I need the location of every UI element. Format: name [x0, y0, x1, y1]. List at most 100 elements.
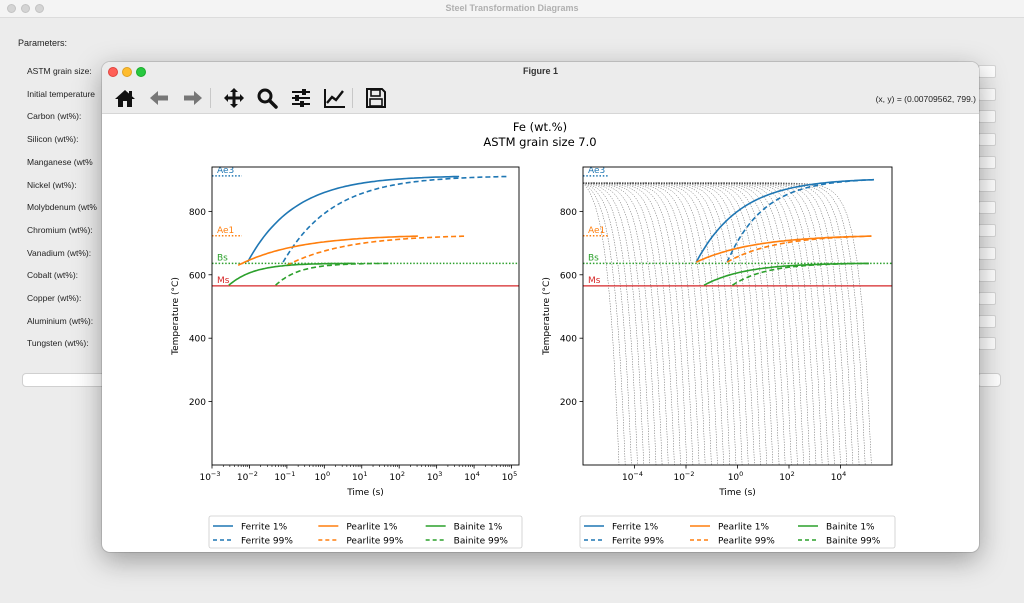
cooling-curve	[583, 182, 761, 465]
zoom-button[interactable]	[254, 86, 280, 110]
parameter-input[interactable]	[978, 133, 996, 147]
legend	[579, 515, 896, 549]
forward-button[interactable]	[180, 86, 206, 110]
parameter-label: Vanadium (wt%):	[27, 247, 92, 258]
cooling-curve	[583, 182, 743, 465]
reference-label-ae1: Ae1	[588, 226, 605, 236]
app-titlebar: Steel Transformation Diagrams	[0, 0, 1024, 18]
parameter-label: Initial temperature	[27, 88, 96, 99]
cooling-curve	[583, 182, 620, 465]
curve-bainite-1-	[228, 262, 355, 286]
reference-label-bs: Bs	[588, 253, 599, 263]
curve-ferrite-99-	[282, 175, 508, 263]
back-button[interactable]	[146, 86, 172, 110]
cooling-curve	[583, 182, 798, 465]
curve-bainite-1-	[703, 262, 869, 286]
parameter-label: ASTM grain size:	[27, 66, 92, 76]
configure-subplots-button[interactable]	[288, 86, 314, 110]
cooling-curve	[583, 182, 780, 465]
edit-axis-icon	[324, 89, 345, 108]
x-tick-label: 100	[728, 470, 744, 483]
x-tick-label: 10−1	[274, 470, 295, 483]
parameter-label: Copper (wt%):	[27, 293, 82, 303]
legend-label: Pearlite 99%	[718, 537, 775, 547]
x-tick-label: 102	[779, 470, 795, 483]
zoom-window-icon[interactable]	[136, 67, 146, 77]
reference-label-ms: Ms	[588, 276, 601, 286]
curve-pearlite-99-	[726, 235, 872, 263]
configure-subplots-icon	[292, 89, 310, 107]
x-tick-label: 101	[352, 470, 368, 483]
toolbar-separator	[352, 88, 353, 108]
x-tick-label: 10−4	[622, 470, 643, 483]
cooling-curve	[583, 182, 663, 465]
curve-ferrite-99-	[726, 178, 875, 263]
curve-ferrite-1-	[695, 178, 875, 263]
x-tick-label: 10−2	[237, 470, 258, 483]
y-axis-label: Temperature (°C)	[171, 277, 181, 356]
legend-label: Ferrite 99%	[241, 537, 293, 547]
minimize-icon[interactable]	[21, 4, 30, 13]
cooling-curve	[583, 182, 829, 465]
legend	[208, 515, 523, 549]
run-button-edge[interactable]	[977, 373, 1001, 387]
chart-subtitle: ASTM grain size 7.0	[483, 135, 596, 149]
x-tick-label: 10−2	[673, 470, 694, 483]
cooling-curve	[583, 182, 811, 465]
x-tick-label: 105	[502, 470, 518, 483]
cooling-curves	[583, 182, 872, 465]
minimize-icon[interactable]	[122, 67, 132, 77]
run-button[interactable]	[22, 373, 107, 387]
reference-label-ae1: Ae1	[217, 226, 234, 236]
cooling-curve	[583, 182, 755, 465]
edit-axis-button[interactable]	[322, 86, 348, 110]
parameter-input[interactable]	[978, 201, 996, 215]
y-tick-label: 600	[189, 271, 206, 281]
pan-button[interactable]	[221, 86, 247, 110]
parameter-input[interactable]	[978, 155, 996, 169]
figure-window: Figure 1	[102, 62, 979, 552]
cooling-curve	[583, 182, 688, 465]
x-tick-label: 103	[427, 470, 443, 483]
plot-canvas[interactable]: Fe (wt.%)ASTM grain size 7.0 Ae3 Ae1 Bs Ms 10…	[102, 114, 979, 552]
zoom-window-icon[interactable]	[35, 4, 44, 13]
curve-ferrite-1-	[246, 175, 460, 263]
parameter-input[interactable]	[978, 178, 996, 192]
parameter-input[interactable]	[978, 246, 996, 260]
save-button[interactable]	[363, 86, 389, 110]
x-tick-label: 104	[831, 470, 847, 483]
close-icon[interactable]	[108, 67, 118, 77]
parameter-input[interactable]	[978, 337, 996, 351]
cooling-curve	[583, 182, 638, 465]
home-button[interactable]	[112, 86, 138, 110]
curves	[695, 178, 875, 286]
reference-label-bs: Bs	[217, 253, 228, 263]
y-tick-label: 400	[189, 335, 206, 345]
y-tick-label: 800	[189, 208, 206, 218]
parameter-input[interactable]	[978, 292, 996, 305]
cooling-curve	[583, 182, 792, 465]
cooling-curve	[583, 182, 823, 465]
toolbar-separator	[210, 88, 211, 108]
parameter-input[interactable]	[978, 65, 996, 78]
axes-frame	[211, 166, 520, 466]
parameter-input[interactable]	[978, 110, 996, 124]
figure-toolbar: (x, y) = (0.00709562, 799.)	[102, 82, 979, 114]
close-icon[interactable]	[7, 4, 16, 13]
pan-move-icon	[224, 88, 244, 108]
parameter-input[interactable]	[978, 87, 996, 101]
parameter-input[interactable]	[978, 223, 996, 237]
figure-title: Figure 1	[522, 66, 558, 76]
legend-label: Pearlite 1%	[346, 523, 398, 533]
parameter-label: Chromium (wt%):	[27, 224, 93, 235]
parameter-input[interactable]	[978, 269, 996, 283]
legend-label: Bainite 99%	[454, 537, 509, 547]
parameter-input[interactable]	[978, 314, 996, 328]
chart-title: Fe (wt.%)	[513, 120, 567, 134]
x-tick-label: 100	[315, 470, 331, 483]
parameter-label: Aluminium (wt%):	[27, 315, 94, 326]
legend-label: Bainite 99%	[826, 537, 881, 547]
y-tick-label: 200	[189, 398, 206, 408]
figure-titlebar: Figure 1	[102, 62, 979, 82]
parameter-label: Nickel (wt%):	[27, 179, 77, 190]
